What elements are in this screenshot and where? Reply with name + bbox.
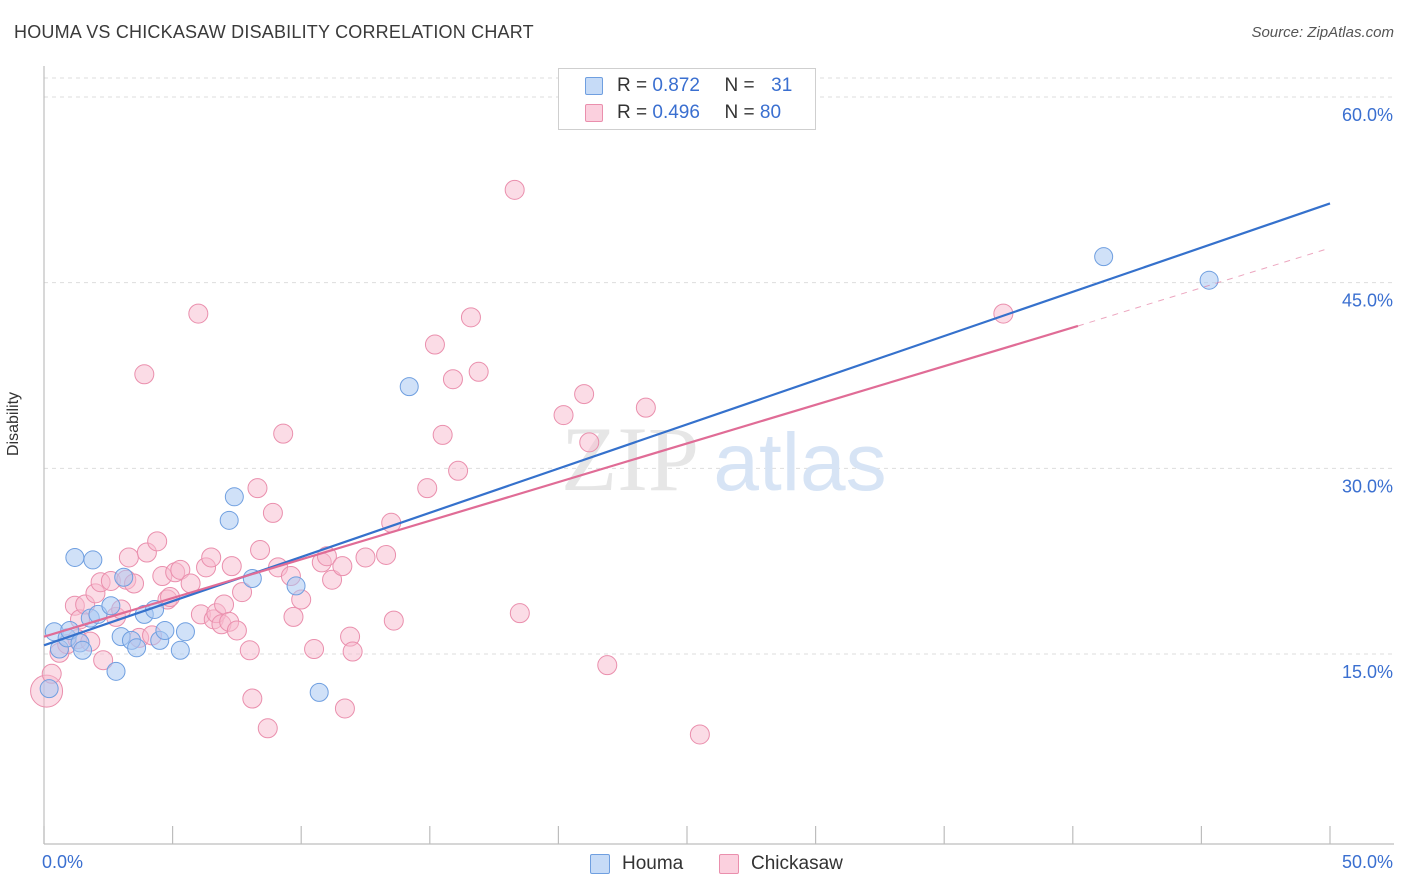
chickasaw-point [689, 724, 710, 745]
y-tick-label-45: 45.0% [1342, 291, 1393, 311]
chickasaw-point [417, 478, 438, 499]
houma-point [1199, 270, 1219, 290]
chickasaw-point [424, 334, 445, 355]
chickasaw-point [247, 478, 268, 499]
chickasaw-point [553, 405, 574, 426]
y-tick-label-30: 30.0% [1342, 476, 1393, 496]
chickasaw-legend-label: Chickasaw [751, 853, 843, 874]
watermark-zip: ZIP [561, 408, 699, 510]
houma-swatch [585, 77, 603, 95]
chickasaw-point [201, 547, 222, 568]
chickasaw-point [93, 650, 114, 671]
houma-point [114, 567, 134, 587]
chickasaw-point [239, 640, 260, 661]
chickasaw-point [597, 655, 618, 676]
chickasaw-point [442, 369, 463, 390]
houma-point [309, 682, 329, 702]
houma-legend-label: Houma [622, 853, 684, 874]
chickasaw-point [226, 620, 247, 641]
chickasaw-point [188, 303, 209, 324]
houma-n-value: 31 [771, 75, 793, 96]
chickasaw-point [468, 361, 489, 382]
chickasaw-point [147, 531, 168, 552]
houma-point [65, 547, 85, 567]
chickasaw-point [504, 179, 525, 200]
chickasaw-r-label: R = [617, 102, 648, 123]
chickasaw-points [30, 179, 1014, 745]
houma-point [175, 622, 195, 642]
gridlines [44, 77, 1394, 655]
chickasaw-point [432, 424, 453, 445]
chickasaw-point [134, 364, 155, 385]
chickasaw-point [448, 460, 469, 481]
chickasaw-point [283, 606, 304, 627]
houma-point [399, 377, 419, 397]
chickasaw-point [170, 559, 191, 580]
houma-point [224, 487, 244, 507]
chickasaw-point [322, 569, 343, 590]
chickasaw-point [509, 603, 530, 624]
houma-point [106, 661, 126, 681]
houma-r-label: R = [617, 75, 648, 96]
chickasaw-point [376, 544, 397, 565]
chickasaw-point [579, 432, 600, 453]
y-tick-label-15: 15.0% [1342, 662, 1393, 682]
chickasaw-n-label: N = [724, 102, 755, 123]
chickasaw-point [460, 307, 481, 328]
houma-n-label: N = [724, 75, 755, 96]
chickasaw-point [273, 423, 294, 444]
x-tick-label-0: 0.0% [42, 852, 83, 872]
chickasaw-point [342, 641, 363, 662]
chickasaw-point [118, 547, 139, 568]
x-tick-label-50: 50.0% [1342, 852, 1393, 872]
chickasaw-point [250, 540, 271, 561]
chickasaw-point [242, 688, 263, 709]
chickasaw-r-value: 0.496 [652, 102, 700, 123]
chickasaw-n-value: 80 [759, 102, 782, 123]
houma-point [73, 640, 93, 660]
chickasaw-point [221, 556, 242, 577]
chart-title: HOUMA VS CHICKASAW DISABILITY CORRELATIO… [14, 22, 534, 42]
watermark-atlas: atlas [713, 417, 886, 508]
chickasaw-swatch [585, 104, 603, 122]
chickasaw-point [355, 547, 376, 568]
chickasaw-point [232, 582, 253, 603]
trend-lines [43, 202, 1331, 647]
chickasaw-trend-line [43, 324, 1079, 638]
chickasaw-point [214, 594, 235, 615]
axes [43, 66, 1394, 845]
y-tick-label-60: 60.0% [1342, 105, 1393, 125]
chickasaw-point [635, 397, 656, 418]
chickasaw-point [383, 610, 404, 631]
tick-labels: 15.0% 30.0% 45.0% 60.0% 0.0% 50.0% [42, 105, 1393, 872]
houma-point [1094, 247, 1114, 267]
correlation-legend: R = 0.872 N = 31 R = 0.496 N = 80 [558, 68, 816, 130]
houma-points [39, 247, 1219, 702]
watermark: ZIP atlas [561, 408, 887, 510]
source-label: Source: ZipAtlas.com [1251, 24, 1394, 41]
chickasaw-point [304, 639, 325, 660]
chickasaw-trend-extension [1077, 247, 1331, 327]
houma-legend-swatch [590, 854, 610, 874]
chickasaw-point [334, 698, 355, 719]
chickasaw-point [332, 556, 353, 577]
chickasaw-point [574, 384, 595, 405]
houma-point [101, 596, 121, 616]
chickasaw-point [316, 546, 337, 567]
houma-point [170, 640, 190, 660]
houma-point [83, 550, 103, 570]
houma-point [242, 568, 262, 588]
houma-point [127, 638, 147, 658]
houma-point [155, 620, 175, 640]
houma-point [286, 576, 306, 596]
chickasaw-point [262, 502, 283, 523]
houma-r-value: 0.872 [652, 75, 700, 96]
houma-point [39, 679, 59, 699]
houma-point [219, 510, 239, 530]
chickasaw-legend-swatch [719, 854, 739, 874]
chickasaw-point [257, 718, 278, 739]
